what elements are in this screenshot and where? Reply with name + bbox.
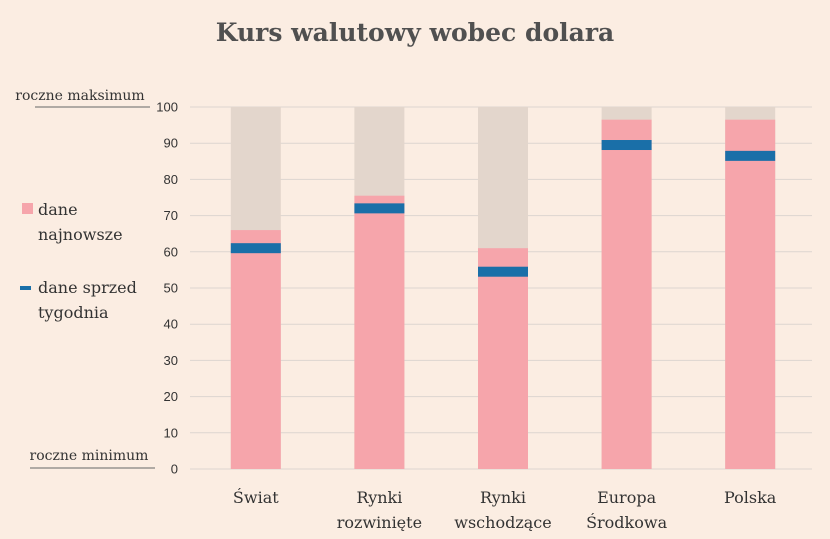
- y-tick-label-80: 80: [164, 172, 178, 187]
- week-ago-marker-0: [230, 243, 281, 254]
- category-labels: Świat Rynki rozwinięte Rynki wschodzące Europ…: [233, 487, 777, 532]
- y-tick-label-50: 50: [164, 281, 178, 296]
- week-ago-marker-2: [478, 266, 528, 277]
- y-tick-label-70: 70: [164, 208, 178, 223]
- y-tick-label-90: 90: [164, 136, 178, 151]
- legend-line-0: dane sprzed: [38, 278, 137, 297]
- legend-label-week-ago: dane sprzed tygodnia: [38, 278, 137, 322]
- latest-bar-1: [354, 195, 405, 469]
- category-label-1-0: Rynki: [356, 488, 402, 507]
- bars: [230, 107, 776, 470]
- week-ago-marker-1: [354, 203, 405, 214]
- y-label-max: roczne maksimum: [15, 88, 144, 104]
- week-ago-marker-3: [601, 140, 652, 151]
- category-label-4-0: Polska: [724, 488, 777, 507]
- y-label-min: roczne minimum: [30, 448, 149, 464]
- category-label-3-0: Europa: [597, 488, 657, 507]
- legend: dane najnowsze dane sprzed tygodnia: [20, 200, 137, 322]
- chart-title: Kurs walutowy wobec dolara: [216, 18, 614, 47]
- latest-bar-4: [725, 119, 776, 470]
- y-tick-label-20: 20: [164, 389, 178, 404]
- y-tick-label-100: 100: [156, 100, 178, 115]
- legend-line-1: najnowsze: [38, 225, 123, 244]
- y-tick-label-60: 60: [164, 244, 178, 259]
- y-tick-label-0: 0: [171, 462, 178, 477]
- legend-swatch-week-ago: [20, 286, 31, 290]
- legend-line-1: tygodnia: [38, 303, 109, 322]
- category-label-2-1: wschodzące: [454, 513, 551, 532]
- y-tick-label-30: 30: [164, 353, 178, 368]
- y-tick-labels: 0 10 20 30 40 50 60 70 80 90 100: [156, 100, 178, 477]
- y-tick-label-10: 10: [164, 425, 178, 440]
- week-ago-marker-4: [725, 150, 776, 161]
- category-label-0-0: Świat: [233, 487, 279, 507]
- category-label-1-1: rozwinięte: [337, 513, 422, 532]
- y-tick-label-40: 40: [164, 317, 178, 332]
- category-label-3-1: Środkowa: [586, 512, 668, 532]
- legend-label-latest: dane najnowsze: [38, 200, 123, 244]
- category-label-2-0: Rynki: [480, 488, 526, 507]
- legend-line-0: dane: [38, 200, 78, 219]
- latest-bar-0: [230, 230, 281, 469]
- latest-bar-2: [478, 248, 528, 469]
- latest-bar-3: [601, 119, 652, 470]
- legend-swatch-latest: [22, 203, 33, 214]
